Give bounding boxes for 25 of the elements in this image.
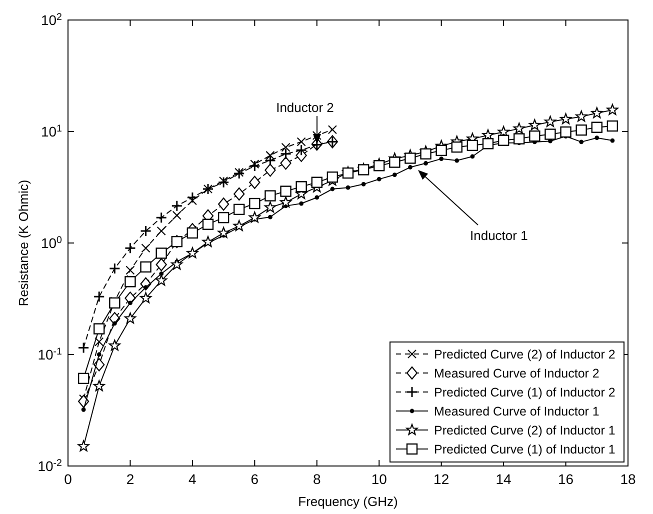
x-tick-label: 16 <box>558 471 574 487</box>
x-tick-label: 14 <box>496 471 512 487</box>
x-tick-label: 8 <box>312 471 321 487</box>
y-tick-label: 10$^{2}$ <box>40 12 62 28</box>
y-tick-label: 10$^{1}$ <box>40 123 62 140</box>
x-tick-label: 4 <box>188 471 197 487</box>
y-tick-label: 10$^{-1}$ <box>38 346 62 362</box>
x-tick-label: 0 <box>64 471 72 487</box>
annotation: Inductor 1 <box>470 228 528 243</box>
x-tick-label: 2 <box>126 471 134 487</box>
legend-label: Predicted Curve (2) of Inductor 1 <box>434 424 616 438</box>
x-tick-label: 6 <box>250 471 259 487</box>
legend-label: Predicted Curve (1) of Inductor 1 <box>434 442 616 456</box>
legend-label: Predicted Curve (2) of Inductor 2 <box>434 348 616 362</box>
x-axis-title: Frequency (GHz) <box>298 494 398 509</box>
y-tick-label: 10$^{-2}$ <box>38 458 62 474</box>
y-axis-title: Resistance (K Ohmic) <box>16 180 31 306</box>
x-tick-label: 10 <box>371 471 388 487</box>
legend-label: Measured Curve of Inductor 1 <box>434 404 600 418</box>
annotation: Inductor 2 <box>276 100 334 115</box>
y-tick-label: 10$^{0}$ <box>40 234 63 251</box>
legend-label: Measured Curve of Inductor 2 <box>434 366 600 380</box>
x-tick-label: 18 <box>620 471 636 487</box>
x-tick-label: 12 <box>434 471 450 487</box>
legend-label: Predicted Curve (1) of Inductor 2 <box>434 386 616 400</box>
